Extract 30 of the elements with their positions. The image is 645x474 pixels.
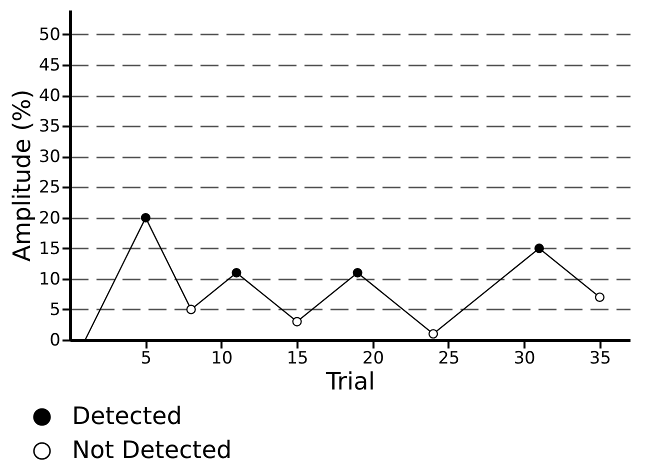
- point: [292, 316, 302, 326]
- point: [232, 268, 242, 278]
- x-tick-label: 10: [211, 348, 233, 368]
- legend-label: Not Detected: [72, 436, 232, 464]
- y-tick-label: 20: [38, 208, 60, 228]
- y-tick-label: 10: [38, 269, 60, 290]
- x-tick-label: 35: [589, 348, 612, 368]
- x-tick-label: 5: [140, 348, 152, 368]
- y-tick-label: 15: [38, 238, 60, 259]
- point: [140, 213, 150, 223]
- point: [594, 292, 605, 302]
- y-tick-label: 35: [38, 116, 60, 137]
- point: [428, 329, 438, 339]
- y-tick-label: 50: [38, 24, 60, 45]
- y-tick-label: 40: [38, 86, 60, 106]
- point: [186, 304, 196, 314]
- legend-label: Detected: [72, 402, 182, 430]
- y-tick-label: 30: [38, 147, 60, 168]
- y-axis-title: Amplitude (%): [8, 89, 36, 262]
- point: [534, 244, 544, 254]
- x-tick-label: 25: [438, 348, 460, 368]
- x-tick-label: 20: [362, 348, 384, 368]
- point: [352, 268, 362, 278]
- y-tick-label: 25: [38, 178, 60, 198]
- y-tick-label: 5: [50, 300, 60, 320]
- x-tick-label: 15: [286, 348, 308, 368]
- y-tick-label: 0: [50, 330, 60, 350]
- x-axis-title: Trial: [324, 368, 376, 396]
- y-tick-label: 45: [38, 56, 60, 76]
- x-tick-label: 30: [514, 348, 536, 368]
